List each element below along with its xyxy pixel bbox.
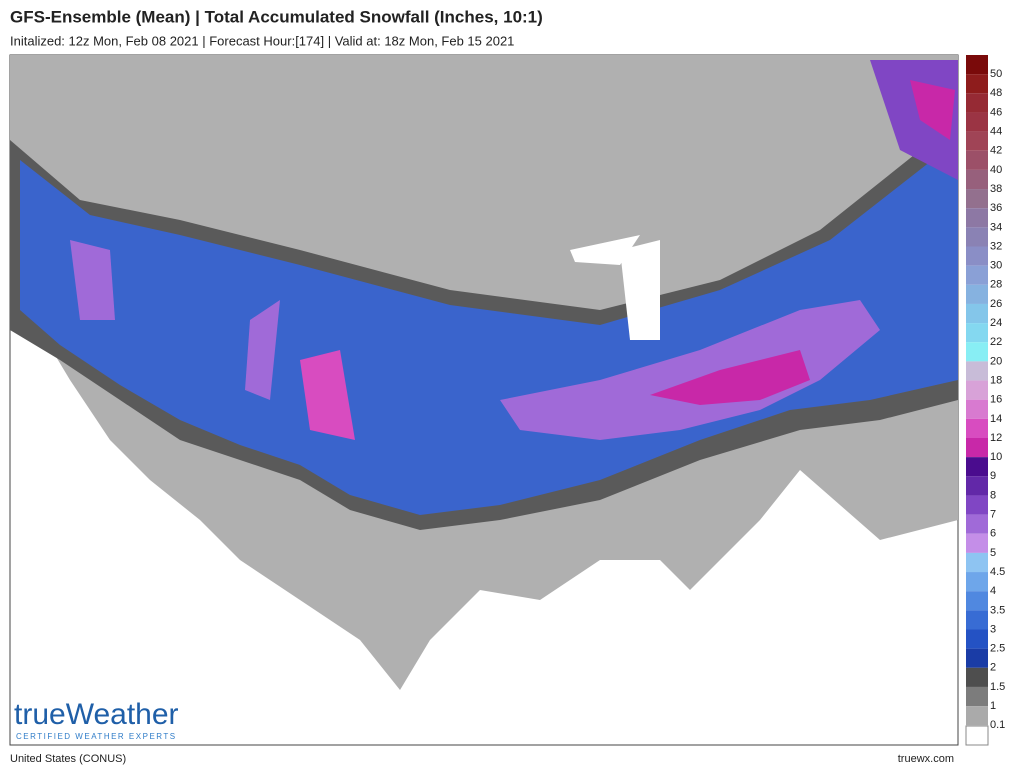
snow-12in-co [300, 350, 355, 440]
legend-label: 9 [990, 470, 996, 482]
legend-label: 3 [990, 623, 996, 635]
legend-label: 12 [990, 432, 1002, 444]
legend-swatch [966, 380, 988, 400]
snow-6in [500, 300, 880, 440]
legend-label: 44 [990, 126, 1002, 138]
lake-michigan [620, 240, 660, 340]
legend-label: 28 [990, 279, 1002, 291]
legend-swatch [966, 399, 988, 419]
legend-label: 42 [990, 145, 1002, 157]
legend-label: 50 [990, 68, 1002, 80]
legend-label: 2 [990, 662, 996, 674]
legend-swatch [966, 93, 988, 113]
legend-label: 7 [990, 509, 996, 521]
snow-10in-ne [910, 80, 955, 140]
snow-6in-nw [70, 240, 115, 320]
legend-label: 4.5 [990, 566, 1005, 578]
legend-swatch [966, 169, 988, 190]
legend-label: 6 [990, 528, 996, 540]
legend-swatch [966, 265, 988, 285]
legend-label: 4 [990, 585, 996, 597]
legend-label: 18 [990, 374, 1002, 386]
legend-label: 46 [990, 106, 1002, 118]
legend-label: 38 [990, 183, 1002, 195]
legend-label: 5 [990, 547, 996, 559]
legend-swatch [966, 706, 988, 726]
legend-label: 48 [990, 87, 1002, 99]
legend-swatch [966, 208, 988, 228]
footer-region: United States (CONUS) [10, 753, 126, 765]
legend-label: 16 [990, 394, 1002, 406]
snow-3in [20, 140, 958, 515]
legend-swatch [966, 303, 988, 324]
legend-swatch [966, 112, 988, 132]
legend-swatch [966, 495, 988, 515]
legend-swatch [966, 629, 988, 649]
snow-6in-ut [245, 300, 280, 400]
legend-label: 10 [990, 451, 1002, 463]
legend-swatch [966, 246, 988, 266]
legend: 5048464442403836343230282624222018161412… [965, 55, 1005, 746]
legend-swatch [966, 648, 988, 668]
legend-swatch [966, 438, 988, 458]
legend-swatch [966, 342, 988, 362]
legend-label: 26 [990, 298, 1002, 310]
legend-label: 8 [990, 489, 996, 501]
legend-label: 0.1 [990, 719, 1005, 731]
legend-swatch [966, 189, 988, 209]
legend-label: 32 [990, 240, 1002, 252]
legend-swatch [966, 533, 988, 553]
legend-swatch [966, 514, 988, 534]
legend-swatch [966, 55, 988, 75]
legend-label: 40 [990, 164, 1002, 176]
legend-swatch [966, 552, 988, 573]
legend-label: 1.5 [990, 681, 1005, 693]
subtitle: Initalized: 12z Mon, Feb 08 2021 | Forec… [10, 33, 514, 48]
legend-label: 24 [990, 317, 1002, 329]
title: GFS-Ensemble (Mean) | Total Accumulated … [10, 7, 543, 26]
legend-label: 30 [990, 260, 1002, 272]
legend-swatch [966, 572, 988, 592]
logo-brand: trueWeather [14, 698, 179, 731]
legend-label: 20 [990, 355, 1002, 367]
legend-swatch [966, 150, 988, 170]
legend-swatch [966, 131, 988, 151]
map [9, 54, 959, 746]
legend-swatch [966, 610, 988, 630]
legend-swatch [966, 457, 988, 477]
legend-swatch [966, 227, 988, 247]
legend-swatch [966, 323, 988, 343]
legend-swatch [966, 361, 988, 381]
legend-swatch [966, 284, 988, 304]
legend-swatch-empty [965, 725, 989, 746]
legend-swatch [966, 476, 988, 496]
legend-label: 2.5 [990, 643, 1005, 655]
logo-tagline: CERTIFIED WEATHER EXPERTS [16, 732, 177, 741]
legend-label: 3.5 [990, 604, 1005, 616]
legend-swatch [966, 74, 988, 94]
footer-site: truewx.com [898, 753, 954, 765]
lake-superior [570, 235, 640, 265]
legend-label: 36 [990, 202, 1002, 214]
legend-swatch [966, 686, 988, 707]
legend-swatch [966, 667, 988, 687]
legend-label: 14 [990, 413, 1002, 425]
snow-10in [650, 350, 810, 405]
legend-swatch [966, 591, 988, 611]
legend-label: 34 [990, 221, 1002, 233]
legend-label: 1 [990, 700, 996, 712]
legend-label: 22 [990, 336, 1002, 348]
legend-swatch [966, 418, 988, 438]
